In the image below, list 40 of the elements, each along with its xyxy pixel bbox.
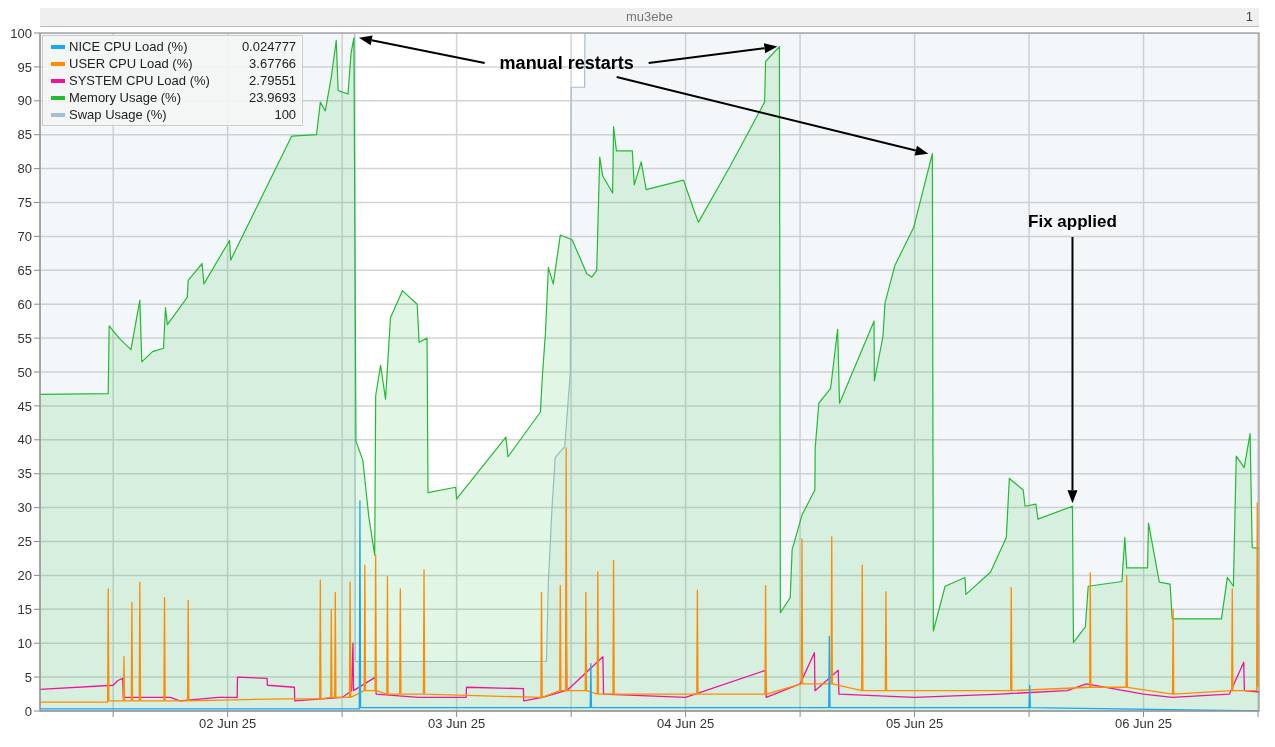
x-tick-label: 03 Jun 25 bbox=[428, 716, 486, 732]
y-tick-label: 80 bbox=[17, 161, 32, 177]
legend-label: Swap Usage (%) bbox=[69, 106, 168, 123]
chart-title: mu3ebe bbox=[626, 9, 673, 24]
y-tick-label: 100 bbox=[10, 25, 32, 41]
text: 1 bbox=[1245, 8, 1253, 26]
annotation: 0.024777 bbox=[240, 38, 298, 55]
y-tick-label: 85 bbox=[17, 127, 32, 143]
y-tick-label: 15 bbox=[17, 601, 32, 617]
annotation: Fix applied bbox=[1028, 212, 1117, 231]
legend-label: Memory Usage (%) bbox=[69, 89, 182, 106]
annotation: 2.79551 bbox=[248, 72, 298, 89]
y-tick-label: 55 bbox=[17, 330, 32, 346]
annotation: 23.9693 bbox=[248, 89, 298, 106]
legend-label: USER CPU Load (%) bbox=[69, 55, 194, 72]
x-tick-label: 05 Jun 25 bbox=[886, 716, 944, 732]
x-tick-label: 02 Jun 25 bbox=[199, 716, 257, 732]
y-tick-label: 90 bbox=[17, 93, 32, 109]
legend-label: SYSTEM CPU Load (%) bbox=[69, 72, 211, 89]
legend-label: NICE CPU Load (%) bbox=[69, 38, 189, 55]
y-tick-label: 20 bbox=[17, 568, 32, 584]
y-tick-label: 60 bbox=[17, 296, 32, 312]
x-tick-label: 04 Jun 25 bbox=[657, 716, 715, 732]
y-tick-label: 5 bbox=[24, 669, 32, 685]
y-tick-label: 50 bbox=[17, 364, 32, 380]
y-tick-label: 30 bbox=[17, 500, 32, 516]
annotation: 3.67766 bbox=[248, 55, 298, 72]
y-tick-label: 75 bbox=[17, 195, 32, 211]
y-tick-label: 65 bbox=[17, 262, 32, 278]
y-tick-label: 25 bbox=[17, 534, 32, 550]
y-tick-label: 45 bbox=[17, 398, 32, 414]
y-tick-label: 70 bbox=[17, 229, 32, 245]
y-tick-label: 35 bbox=[17, 466, 32, 482]
y-tick-label: 40 bbox=[17, 432, 32, 448]
x-tick-label: 06 Jun 25 bbox=[1115, 716, 1173, 732]
y-tick-label: 10 bbox=[17, 635, 32, 651]
y-tick-label: 95 bbox=[17, 59, 32, 75]
y-tick-label: 0 bbox=[24, 703, 32, 719]
annotation: 100 bbox=[273, 106, 298, 123]
annotation: manual restarts bbox=[499, 53, 634, 73]
